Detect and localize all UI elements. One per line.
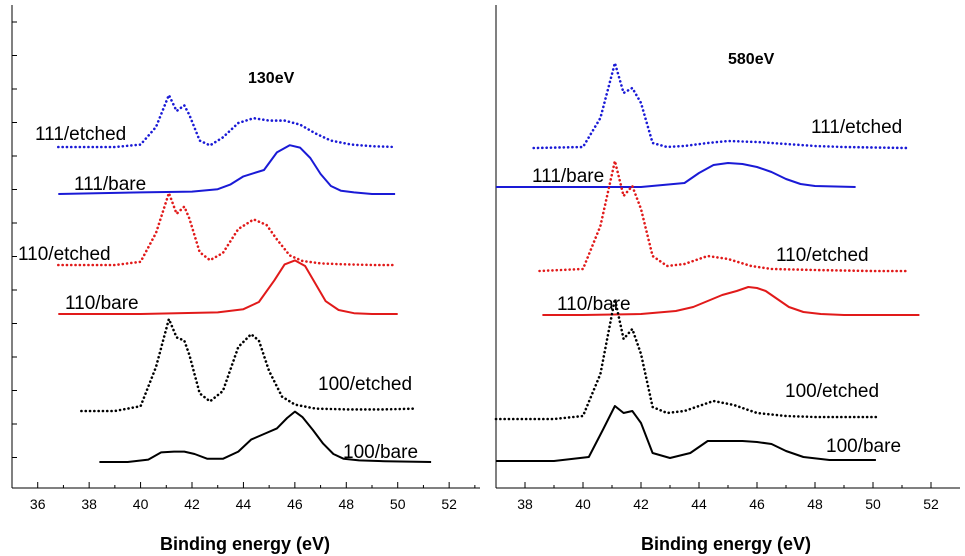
curve-label-100-bare: 100/bare bbox=[826, 436, 901, 457]
series-line-100-bare bbox=[99, 410, 432, 463]
x-tick-label: 50 bbox=[865, 496, 881, 512]
x-tick-label: 36 bbox=[30, 496, 46, 512]
x-tick-label: 40 bbox=[133, 496, 149, 512]
left-panel-130ev: 130eV Binding energy (eV) 36 38 40 42 44 46 48… bbox=[11, 5, 480, 554]
curve-label-100-etched: 100/etched bbox=[318, 374, 412, 395]
series-line-110-bare bbox=[58, 259, 398, 315]
x-axis-label: Binding energy (eV) bbox=[160, 534, 330, 554]
series-line-110-bare bbox=[542, 286, 920, 316]
curve-label-110-bare: 110/bare bbox=[557, 294, 631, 315]
x-tick-label: 44 bbox=[236, 496, 252, 512]
curve-label-110-etched: 110/etched bbox=[18, 244, 111, 265]
x-tick-label: 50 bbox=[390, 496, 406, 512]
curve-label-110-bare: 110/bare bbox=[65, 293, 139, 314]
series-line-100-bare bbox=[496, 405, 876, 462]
curve-label-111-bare: 111/bare bbox=[74, 174, 146, 195]
panel-title: 580eV bbox=[728, 51, 775, 68]
x-axis-label: Binding energy (eV) bbox=[641, 534, 811, 554]
curve-labels: 111/etched 111/bare 110/etched 110/bare 100/… bbox=[18, 124, 418, 463]
curve-label-110-etched: 110/etched bbox=[776, 245, 869, 266]
series-line-111-bare bbox=[496, 162, 856, 188]
x-tick-label: 46 bbox=[749, 496, 765, 512]
x-tick-label: 48 bbox=[807, 496, 823, 512]
series-group bbox=[57, 93, 432, 463]
axes: 38 40 42 44 46 48 50 52 bbox=[495, 5, 960, 512]
curve-label-111-etched: 111/etched bbox=[35, 124, 126, 145]
curve-labels: 111/etched 111/bare 110/etched 110/bare 100/… bbox=[532, 117, 902, 457]
series-line-110-etched bbox=[57, 191, 397, 267]
right-panel-580ev: 580eV Binding energy (eV) 38 40 42 44 46 48 50… bbox=[494, 5, 960, 554]
x-tick-label: 38 bbox=[81, 496, 97, 512]
series-line-110-etched bbox=[538, 159, 910, 273]
series-line-111-etched bbox=[532, 61, 910, 150]
curve-label-100-bare: 100/bare bbox=[343, 442, 418, 463]
series-line-111-etched bbox=[57, 93, 397, 149]
curve-label-111-bare: 111/bare bbox=[532, 166, 604, 187]
series-line-100-etched bbox=[494, 297, 878, 421]
curve-label-111-etched: 111/etched bbox=[811, 117, 902, 138]
series-line-100-etched bbox=[80, 317, 417, 413]
axes: 36 38 40 42 44 46 48 50 52 bbox=[11, 5, 480, 512]
x-tick-label: 42 bbox=[184, 496, 200, 512]
x-tick-label: 46 bbox=[287, 496, 303, 512]
x-tick-label: 52 bbox=[923, 496, 939, 512]
x-tick-label: 52 bbox=[441, 496, 457, 512]
x-tick-label: 40 bbox=[575, 496, 591, 512]
x-tick-label: 48 bbox=[338, 496, 354, 512]
panel-title: 130eV bbox=[248, 70, 295, 87]
series-line-111-bare bbox=[58, 144, 396, 195]
curve-label-100-etched: 100/etched bbox=[785, 381, 879, 402]
x-tick-label: 38 bbox=[517, 496, 533, 512]
series-group bbox=[494, 61, 920, 462]
x-tick-label: 44 bbox=[691, 496, 707, 512]
x-tick-label: 42 bbox=[633, 496, 649, 512]
